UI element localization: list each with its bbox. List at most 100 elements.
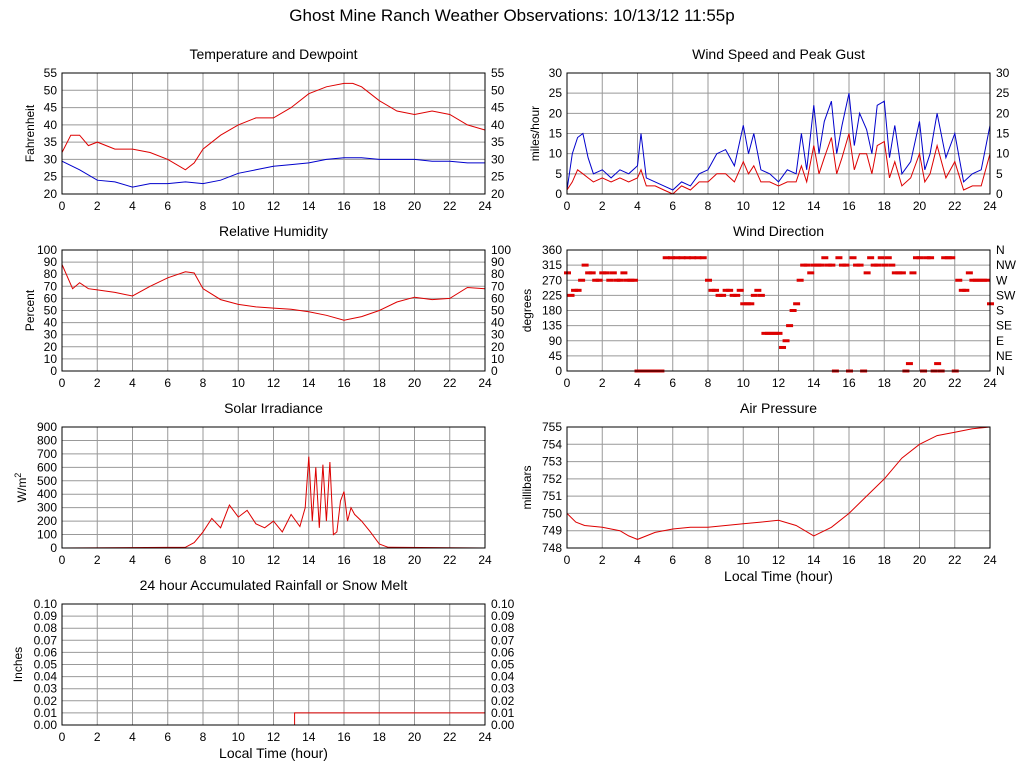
- winddir-point: [599, 271, 607, 275]
- winddir-point: [786, 324, 794, 328]
- winddir-point: [870, 263, 878, 267]
- winddir-point: [754, 288, 762, 292]
- winddir-point: [838, 263, 846, 267]
- rain-x-tick: 24: [478, 730, 492, 744]
- winddir-point: [941, 256, 949, 260]
- rh-y-tick: 10: [44, 352, 58, 366]
- winddir-point: [803, 263, 811, 267]
- rh-y-tick: 90: [44, 255, 58, 269]
- winddir-point: [934, 362, 942, 366]
- rh-x-tick: 10: [232, 376, 246, 390]
- winddir-point: [867, 256, 875, 260]
- winddir-title: Wind Direction: [733, 223, 824, 239]
- temp-x-tick: 12: [267, 199, 281, 213]
- winddir-point: [909, 271, 917, 275]
- rh-x-tick: 0: [59, 376, 66, 390]
- winddir-point: [972, 278, 980, 282]
- winddir-point: [779, 345, 787, 349]
- rain-ylabel: Inches: [11, 647, 25, 682]
- pressure-frame: [566, 426, 991, 549]
- rain-y2-tick: 0.09: [491, 609, 515, 623]
- rain-y-tick: 0.08: [34, 621, 58, 635]
- rain-y-tick: 0.10: [34, 597, 58, 611]
- rh-frame: [61, 249, 486, 372]
- solar-x-tick: 22: [443, 553, 457, 567]
- winddir-point: [800, 263, 808, 267]
- winddir-point: [884, 256, 892, 260]
- rain-y2-tick: 0.04: [491, 670, 515, 684]
- rh-series-0: [61, 264, 486, 321]
- winddir-y-tick: 45: [549, 349, 563, 363]
- solar-x-tick: 4: [129, 553, 136, 567]
- rh-ylabel: Percent: [23, 289, 37, 331]
- wind-x-tick: 24: [983, 199, 997, 213]
- wind-title: Wind Speed and Peak Gust: [692, 46, 865, 62]
- winddir-point: [567, 293, 575, 297]
- wind-x-tick: 8: [705, 199, 712, 213]
- rain-x-tick: 8: [200, 730, 207, 744]
- winddir-point: [705, 278, 712, 282]
- temp-x-tick: 4: [129, 199, 136, 213]
- pressure-y-tick: 755: [542, 420, 562, 434]
- winddir-x-tick: 0: [564, 376, 571, 390]
- rh-title: Relative Humidity: [219, 223, 328, 239]
- winddir-point: [764, 331, 772, 335]
- wind-x-tick: 20: [913, 199, 927, 213]
- solar-y-tick: 300: [37, 501, 57, 515]
- winddir-x-tick: 14: [807, 376, 821, 390]
- pressure-x-tick: 14: [807, 553, 821, 567]
- rh-y2-tick: 0: [491, 364, 498, 378]
- winddir-y2-tick: SE: [996, 319, 1012, 333]
- solar-y-tick: 600: [37, 460, 57, 474]
- wind-frame: [566, 72, 991, 195]
- solar-x-tick: 6: [164, 553, 171, 567]
- wind-y2-tick: 5: [996, 167, 1003, 181]
- solar-y-tick: 500: [37, 474, 57, 488]
- solar-y-tick: 700: [37, 447, 57, 461]
- winddir-point: [856, 263, 864, 267]
- winddir-point: [782, 339, 790, 343]
- pressure-x-tick: 16: [842, 553, 856, 567]
- winddir-point: [574, 288, 582, 292]
- wind-y-tick: 5: [555, 167, 562, 181]
- winddir-point: [969, 278, 977, 282]
- rain-chart: 24 hour Accumulated Rainfall or Snow Mel…: [11, 577, 515, 761]
- winddir-point: [874, 263, 882, 267]
- rh-y2-tick: 40: [491, 316, 505, 330]
- winddir-point: [581, 263, 589, 267]
- wind-y-tick: 10: [549, 147, 563, 161]
- winddir-y2-tick: W: [996, 273, 1008, 287]
- winddir-point: [620, 271, 628, 275]
- winddir-x-tick: 24: [983, 376, 997, 390]
- rain-y2-tick: 0.07: [491, 633, 515, 647]
- solar-frame: [61, 426, 486, 549]
- wind-x-tick: 16: [842, 199, 856, 213]
- wind-x-tick: 2: [599, 199, 606, 213]
- winddir-point: [962, 288, 970, 292]
- winddir-point: [736, 288, 744, 292]
- rh-y2-tick: 70: [491, 279, 505, 293]
- winddir-x-tick: 6: [669, 376, 676, 390]
- winddir-y-tick: 0: [555, 364, 562, 378]
- winddir-x-tick: 2: [599, 376, 606, 390]
- rain-y2-tick: 0.03: [491, 682, 515, 696]
- solar-x-tick: 10: [232, 553, 246, 567]
- solar-y-tick: 200: [37, 514, 57, 528]
- winddir-point: [979, 278, 987, 282]
- winddir-point: [810, 263, 818, 267]
- winddir-point: [817, 263, 825, 267]
- rh-y2-tick: 50: [491, 304, 505, 318]
- wind-x-tick: 0: [564, 199, 571, 213]
- rain-y2-tick: 0.08: [491, 621, 515, 635]
- winddir-x-tick: 4: [634, 376, 641, 390]
- winddir-point: [796, 278, 804, 282]
- winddir-point: [944, 256, 952, 260]
- winddir-point: [689, 256, 697, 260]
- rain-y-tick: 0.00: [34, 718, 58, 732]
- wind-y-tick: 0: [555, 187, 562, 201]
- temp-y2-tick: 50: [491, 83, 505, 97]
- rh-y-tick: 30: [44, 328, 58, 342]
